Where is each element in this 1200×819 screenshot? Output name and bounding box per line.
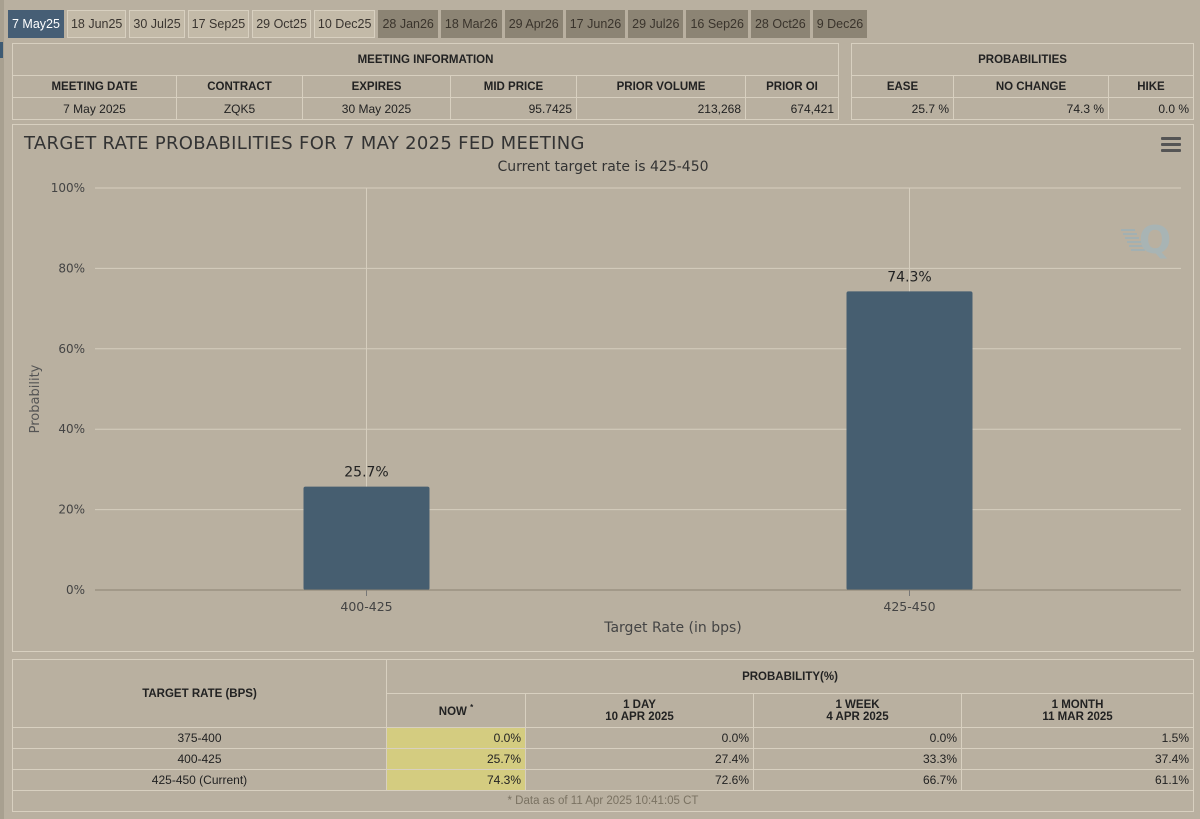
col-1-week: 1 WEEK 4 APR 2025	[753, 693, 962, 728]
tab-17sep25[interactable]: 17 Sep25	[187, 10, 250, 38]
week-cell: 0.0%	[753, 727, 962, 749]
col-expires: EXPIRES	[302, 75, 451, 98]
rate-cell: 375-400	[12, 727, 387, 749]
month-cell: 37.4%	[961, 748, 1194, 770]
rate-cell: 425-450 (Current)	[12, 769, 387, 791]
ease-value: 25.7 %	[851, 97, 954, 120]
col-meeting-date: MEETING DATE	[12, 75, 177, 98]
prior-volume-value: 213,268	[576, 97, 746, 120]
contract-value: ZQK5	[176, 97, 303, 120]
day-cell: 72.6%	[525, 769, 754, 791]
y-axis-title: Probability	[28, 364, 43, 433]
meeting-date-value: 7 May 2025	[12, 97, 177, 120]
day-cell: 0.0%	[525, 727, 754, 749]
quikstrike-q-logo: Q	[1121, 218, 1171, 262]
tab-16sep26[interactable]: 16 Sep26	[686, 10, 748, 38]
tab-10dec25[interactable]: 10 Dec25	[313, 10, 376, 38]
now-cell: 0.0%	[386, 727, 526, 749]
col-no-change: NO CHANGE	[953, 75, 1109, 98]
col-1-day: 1 DAY 10 APR 2025	[525, 693, 754, 728]
col-mid-price: MID PRICE	[450, 75, 577, 98]
data-timestamp-footnote: * Data as of 11 Apr 2025 10:41:05 CT	[12, 790, 1194, 812]
left-edge-marker	[0, 42, 3, 58]
bar-chart: 0% 20% 40% 60% 80% 100% 25.7% 400-425 74.3% 425-4…	[28, 181, 1181, 636]
y-tick-label: 80%	[58, 261, 85, 275]
x-axis-title: Target Rate (in bps)	[603, 620, 742, 636]
hamburger-menu-icon[interactable]	[1161, 137, 1181, 153]
col-now: NOW *	[386, 693, 526, 728]
y-tick-label: 0%	[66, 583, 85, 597]
x-tick-label: 400-425	[340, 599, 392, 614]
tab-29jul26[interactable]: 29 Jul26	[628, 10, 684, 38]
tab-18mar26[interactable]: 18 Mar26	[440, 10, 502, 38]
probabilities-table: PROBABILITIES EASE NO CHANGE HIKE 25.7 %…	[851, 43, 1194, 120]
col-prior-oi: PRIOR OI	[745, 75, 839, 98]
probabilities-heading: PROBABILITIES	[851, 43, 1194, 76]
tab-18jun25[interactable]: 18 Jun25	[66, 10, 127, 38]
rate-cell: 400-425	[12, 748, 387, 770]
chart-subtitle: Current target rate is 425-450	[497, 159, 709, 175]
tab-28oct26[interactable]: 28 Oct26	[750, 10, 810, 38]
y-tick-label: 20%	[58, 503, 85, 517]
bar-400-425	[303, 486, 430, 590]
y-tick-label: 40%	[58, 422, 85, 436]
col-contract: CONTRACT	[176, 75, 303, 98]
month-cell: 1.5%	[961, 727, 1194, 749]
mid-price-value: 95.7425	[450, 97, 577, 120]
col-1-month: 1 MONTH 11 MAR 2025	[961, 693, 1194, 728]
now-cell: 25.7%	[386, 748, 526, 770]
table-row: 375-400 0.0% 0.0% 0.0% 1.5%	[12, 727, 1194, 749]
y-tick-label: 60%	[58, 342, 85, 356]
week-cell: 33.3%	[753, 748, 962, 770]
data-label: 74.3%	[887, 269, 931, 285]
x-tick-label: 425-450	[883, 599, 935, 614]
day-cell: 27.4%	[525, 748, 754, 770]
tab-7may25[interactable]: 7 May25	[8, 10, 64, 38]
data-label: 25.7%	[344, 465, 388, 481]
svg-text:Q: Q	[1139, 218, 1171, 262]
tab-28jan26[interactable]: 28 Jan26	[378, 10, 438, 38]
now-cell: 74.3%	[386, 769, 526, 791]
month-cell: 61.1%	[961, 769, 1194, 791]
tab-29apr26[interactable]: 29 Apr26	[504, 10, 563, 38]
table-row: 400-425 25.7% 27.4% 33.3% 37.4%	[12, 748, 1194, 770]
chart-panel: TARGET RATE PROBABILITIES FOR 7 MAY 2025…	[12, 124, 1194, 652]
expires-value: 30 May 2025	[302, 97, 451, 120]
meeting-tabs: 7 May25 18 Jun25 30 Jul25 17 Sep25 29 Oc…	[8, 10, 868, 38]
col-ease: EASE	[851, 75, 954, 98]
left-edge-strip	[0, 0, 4, 819]
meeting-information-table: MEETING INFORMATION MEETING DATE CONTRAC…	[12, 43, 839, 120]
table-row: 425-450 (Current) 74.3% 72.6% 66.7% 61.1…	[12, 769, 1194, 791]
chart-title: TARGET RATE PROBABILITIES FOR 7 MAY 2025…	[24, 133, 585, 154]
target-rate-header: TARGET RATE (BPS)	[12, 659, 387, 728]
col-hike: HIKE	[1108, 75, 1194, 98]
target-rate-probability-table: TARGET RATE (BPS) PROBABILITY(%) NOW * 1…	[12, 659, 1194, 812]
tab-30jul25[interactable]: 30 Jul25	[129, 10, 185, 38]
no-change-value: 74.3 %	[953, 97, 1109, 120]
meeting-info-heading: MEETING INFORMATION	[12, 43, 839, 76]
prior-oi-value: 674,421	[745, 97, 839, 120]
hike-value: 0.0 %	[1108, 97, 1194, 120]
y-tick-label: 100%	[51, 181, 85, 195]
tab-9dec26[interactable]: 9 Dec26	[812, 10, 868, 38]
tab-17jun26[interactable]: 17 Jun26	[565, 10, 626, 38]
week-cell: 66.7%	[753, 769, 962, 791]
tab-29oct25[interactable]: 29 Oct25	[252, 10, 311, 38]
bar-425-450	[846, 291, 973, 590]
col-prior-volume: PRIOR VOLUME	[576, 75, 746, 98]
probability-header: PROBABILITY(%)	[386, 659, 1194, 694]
